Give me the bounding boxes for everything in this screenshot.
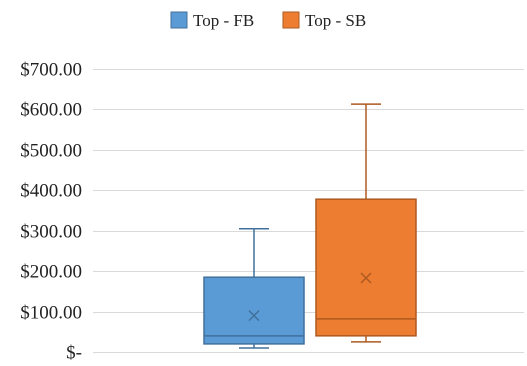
iqr-box [203,276,305,345]
legend-label-top-sb: Top - SB [305,11,366,30]
y-tick-label: $100.00 [20,303,82,324]
boxes [203,103,417,349]
legend-swatch-top-sb [282,11,300,29]
mean-marker [360,272,372,284]
gridlines [93,69,524,353]
y-axis-labels: $- $100.00 $200.00 $300.00 $400.00 $500.00 $60… [20,60,82,364]
y-tick-label: $- [66,343,82,364]
legend-swatch-top-fb [170,11,188,29]
y-tick-label: $700.00 [20,60,82,81]
y-tick-label: $300.00 [20,222,82,243]
box-top-sb [315,103,417,343]
mean-marker [248,310,260,322]
y-tick-label: $500.00 [20,141,82,162]
y-tick-label: $600.00 [20,100,82,121]
legend: Top - FB Top - SB [170,11,366,30]
legend-label-top-fb: Top - FB [193,11,254,30]
iqr-box [315,198,417,337]
box-top-fb [203,227,305,349]
y-tick-label: $400.00 [20,181,82,202]
y-tick-label: $200.00 [20,262,82,283]
